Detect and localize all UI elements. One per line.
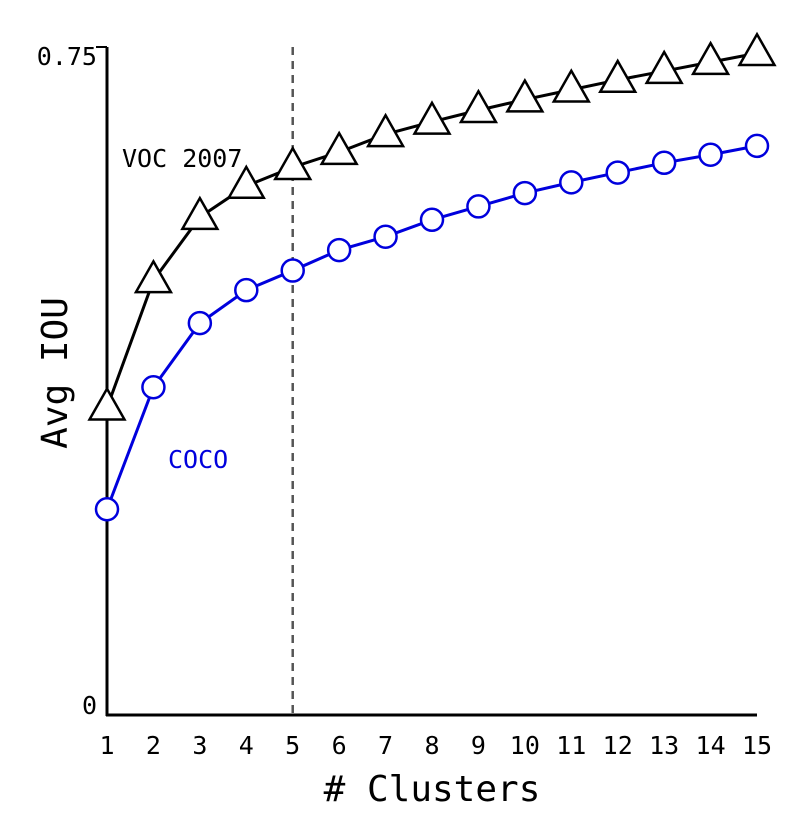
y-axis-title: Avg IOU <box>35 297 76 449</box>
x-tick-label: 10 <box>510 731 540 760</box>
data-point-voc-2007 <box>226 164 266 199</box>
data-point-coco <box>559 170 584 195</box>
x-tick-label: 15 <box>742 731 772 760</box>
y-tick-label-min: 0 <box>82 691 97 720</box>
data-point-coco <box>94 497 120 522</box>
series-label-coco: COCO <box>168 445 228 474</box>
data-point-coco <box>234 277 259 303</box>
data-point-voc-2007 <box>365 112 406 148</box>
axes: 00.751 2 3 4 5 6 7 8 9 10 11 12 13 14 15# ClustersAvg … <box>35 42 772 810</box>
x-tick-label: 4 <box>239 731 254 760</box>
data-point-coco <box>419 207 445 233</box>
y-tick-label-max: 0.75 <box>37 42 97 71</box>
data-point-voc-2007 <box>505 78 545 113</box>
data-point-voc-2007 <box>458 88 499 124</box>
data-point-voc-2007 <box>180 195 220 231</box>
x-tick-label: 12 <box>603 731 633 760</box>
data-point-coco <box>280 258 305 283</box>
data-point-coco <box>605 160 630 185</box>
data-point-voc-2007 <box>412 100 452 135</box>
x-tick-label: 9 <box>471 731 486 760</box>
data-point-coco <box>326 237 352 263</box>
data-point-voc-2007 <box>551 68 591 103</box>
data-point-coco <box>744 133 770 159</box>
data-point-coco <box>187 310 213 336</box>
data-point-coco <box>512 180 538 206</box>
x-axis-title: # Clusters <box>324 769 541 810</box>
x-tick-label: 7 <box>378 731 393 760</box>
series-label-voc-2007: VOC 2007 <box>122 144 242 173</box>
data-point-voc-2007 <box>87 386 127 421</box>
data-point-voc-2007 <box>133 258 174 294</box>
data-point-coco <box>373 224 398 249</box>
x-tick-label: 5 <box>285 731 300 760</box>
data-point-coco <box>141 374 166 400</box>
data-point-voc-2007 <box>644 49 684 85</box>
data-point-coco <box>698 142 723 168</box>
x-tick-label: 14 <box>696 731 726 760</box>
labels-group: VOC 2007 COCO <box>122 144 242 474</box>
data-point-coco <box>466 194 491 219</box>
x-tick-label: 13 <box>649 731 679 760</box>
x-tick-label: 8 <box>424 731 439 760</box>
x-tick-label: 11 <box>556 731 586 760</box>
data-point-voc-2007 <box>319 130 359 166</box>
x-tick-label: 1 <box>99 731 114 760</box>
x-tick-label: 2 <box>146 731 161 760</box>
data-point-voc-2007 <box>737 31 777 67</box>
data-point-voc-2007 <box>690 40 731 76</box>
data-point-voc-2007 <box>598 58 638 93</box>
data-point-coco <box>651 150 677 176</box>
data-point-voc-2007 <box>273 145 313 181</box>
series-group <box>87 31 777 522</box>
x-tick-label: 3 <box>192 731 207 760</box>
x-tick-label: 6 <box>332 731 347 760</box>
